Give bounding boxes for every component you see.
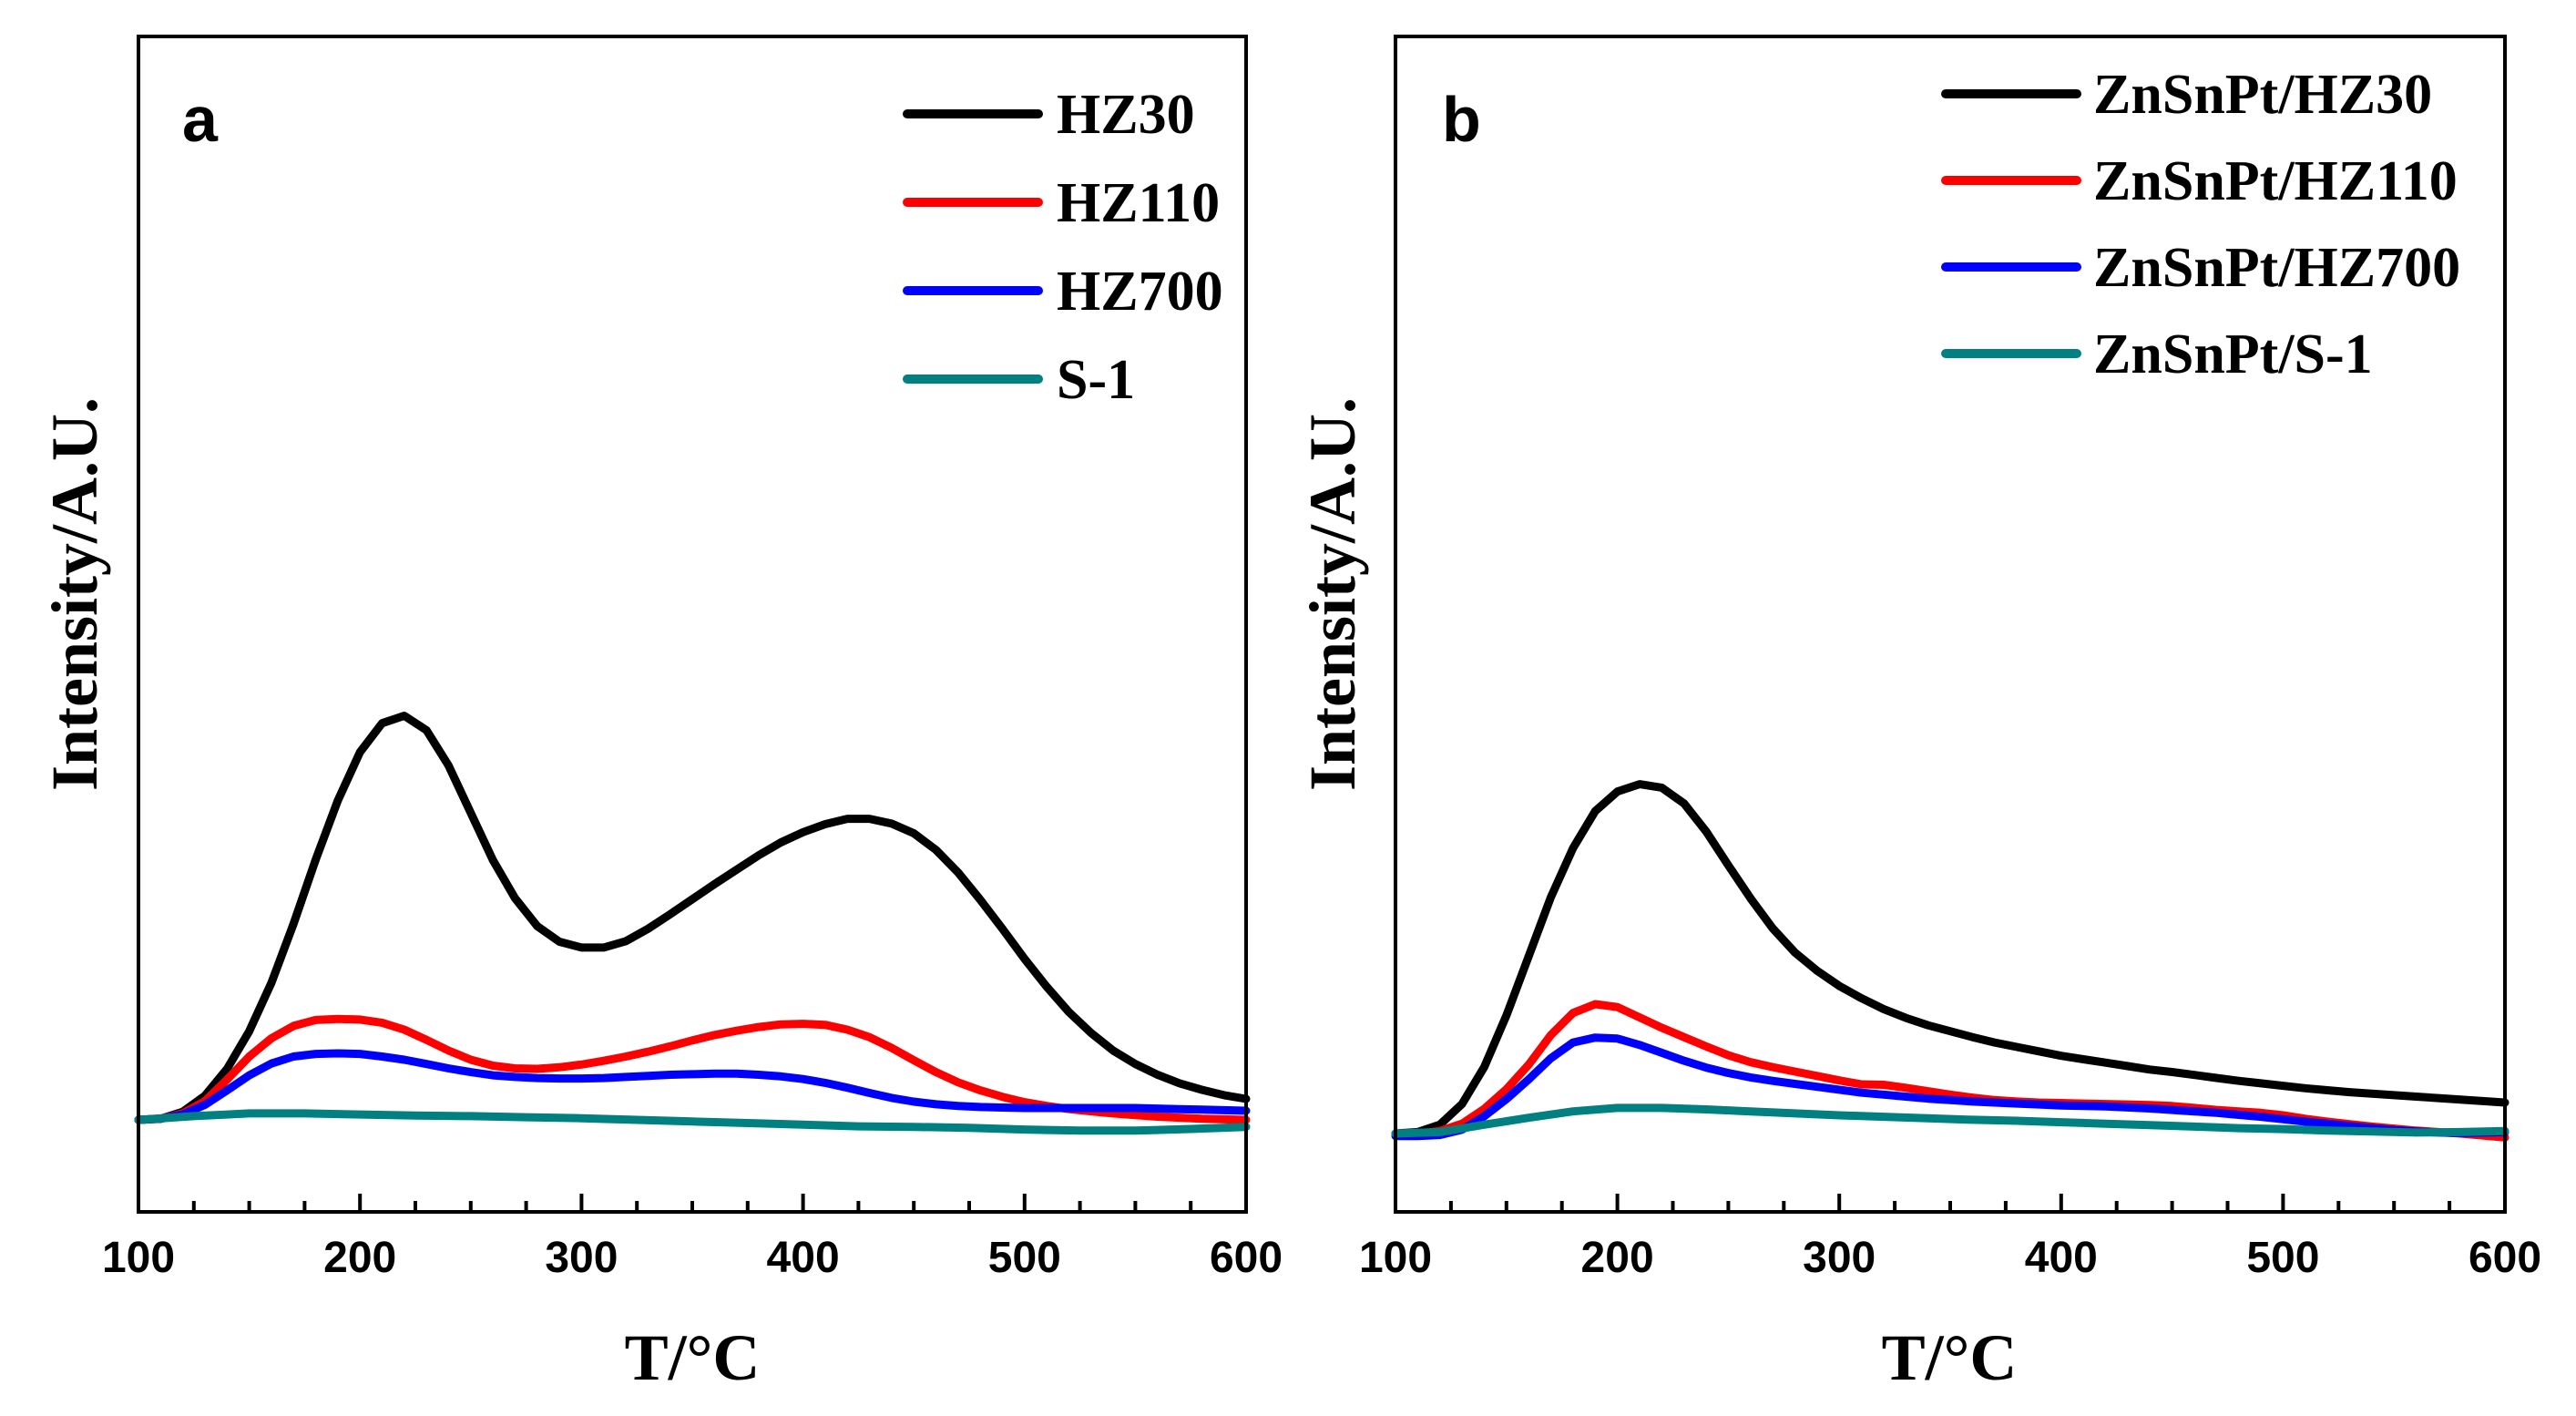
legend-label: HZ110 [1057, 172, 1220, 234]
series-line-znsnpt-hz700 [1391, 1033, 2510, 1141]
legend-label: HZ700 [1057, 261, 1223, 323]
y-axis-title: Intensity/A.U. [38, 397, 111, 791]
x-tick-label: 300 [1803, 1234, 1876, 1282]
x-tick-label: 100 [1359, 1234, 1432, 1282]
legend-label: S-1 [1057, 349, 1135, 411]
legend-label: ZnSnPt/HZ700 [2093, 237, 2460, 299]
series-line-hz30 [134, 712, 1251, 1124]
x-tick-label: 200 [323, 1234, 396, 1282]
x-tick-label: 400 [2025, 1234, 2098, 1282]
series-line-hz700 [134, 1049, 1251, 1124]
legend-label: ZnSnPt/S-1 [2093, 323, 2373, 385]
series-line-znsnpt-hz30 [1391, 780, 2510, 1138]
series-line-s-1 [134, 1109, 1251, 1135]
legend: HZ30 HZ110 HZ700 S-1 [903, 84, 1223, 411]
y-axis-title: Intensity/A.U. [1296, 397, 1369, 791]
x-axis-title: T/°C [625, 1321, 761, 1394]
x-tick-label: 400 [767, 1234, 840, 1282]
panel-label: a [182, 84, 219, 155]
legend-label: ZnSnPt/HZ110 [2093, 150, 2458, 212]
x-tick-label: 300 [545, 1234, 618, 1282]
x-tick-label: 600 [1210, 1234, 1283, 1282]
x-tick-label: 500 [988, 1234, 1061, 1282]
plot-frame [1394, 35, 2507, 1214]
legend-label: ZnSnPt/HZ30 [2093, 64, 2432, 126]
x-tick-label: 100 [102, 1234, 175, 1282]
panel-a: 100 200 300 400 500 600 T/°C Intensity/A.U. a HZ3… [38, 35, 1283, 1394]
legend: ZnSnPt/HZ30 ZnSnPt/HZ110 ZnSnPt/HZ700 ZnSnP… [1941, 64, 2460, 385]
x-tick-label: 600 [2469, 1234, 2541, 1282]
panel-label: b [1442, 84, 1481, 155]
x-axis-title: T/°C [1882, 1321, 2018, 1394]
legend-label: HZ30 [1057, 84, 1195, 146]
series-line-znsnpt-s-1 [1391, 1103, 2510, 1138]
panel-b: 100 200 300 400 500 600 T/°C Intensity/A.U. b ZnS… [1296, 35, 2541, 1394]
x-tick-label: 500 [2246, 1234, 2319, 1282]
x-tick-label: 200 [1581, 1234, 1654, 1282]
